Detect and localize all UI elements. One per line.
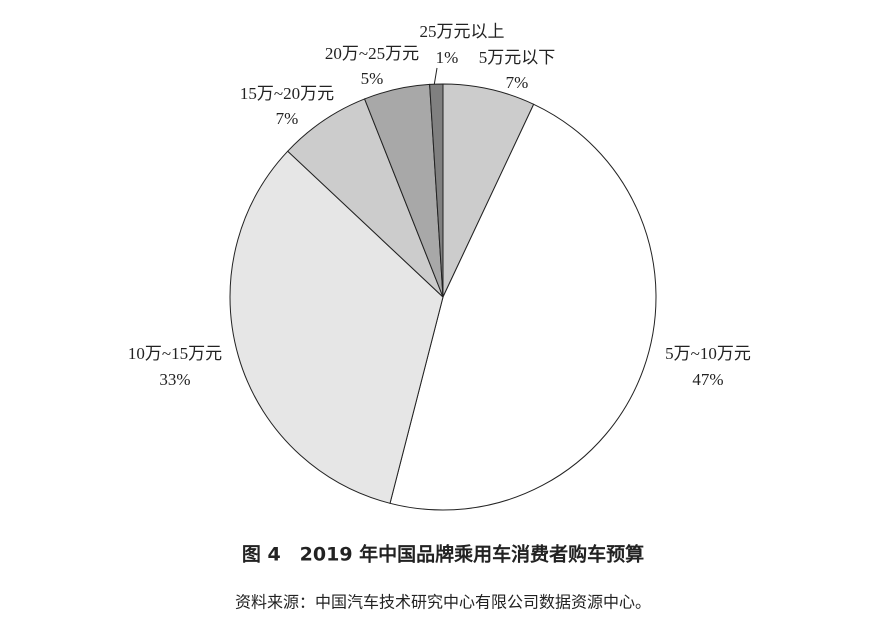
slice-value: 7% bbox=[276, 109, 299, 128]
slice-label: 15万~20万元 bbox=[240, 84, 334, 103]
slice-value: 7% bbox=[506, 73, 529, 92]
slice-label: 5万~10万元 bbox=[665, 344, 751, 363]
slice-value: 5% bbox=[361, 69, 384, 88]
pie-slice bbox=[389, 103, 657, 511]
slice-value: 33% bbox=[159, 370, 190, 389]
pie-slice bbox=[429, 83, 444, 298]
slice-label: 5万元以下 bbox=[479, 48, 556, 67]
chart-title: 图 4 2019 年中国品牌乘用车消费者购车预算 bbox=[242, 543, 644, 566]
leader-line bbox=[433, 67, 438, 87]
slice-value: 1% bbox=[436, 48, 459, 67]
slice-label: 25万元以上 bbox=[420, 22, 505, 41]
slice-value: 47% bbox=[692, 370, 723, 389]
slice-label: 10万~15万元 bbox=[128, 344, 222, 363]
slice-label: 20万~25万元 bbox=[325, 44, 419, 63]
chart-source: 资料来源：中国汽车技术研究中心有限公司数据资源中心。 bbox=[235, 593, 651, 612]
pie-slice bbox=[229, 150, 444, 504]
